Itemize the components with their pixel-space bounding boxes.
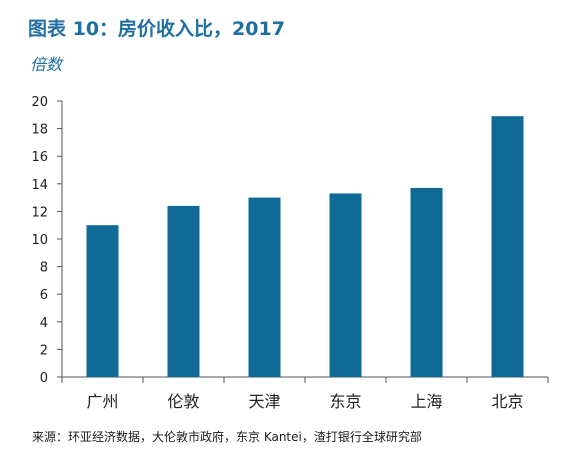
y-axis: 0 2 4 6 8 10 12 14 16 18 20: [31, 95, 63, 386]
y-tick-label: 10: [31, 233, 48, 248]
x-tick-label: 伦敦: [167, 392, 199, 411]
y-tick-label: 20: [31, 95, 48, 110]
y-tick-label: 6: [40, 288, 48, 303]
bar: [329, 193, 362, 377]
y-tick-label: 12: [31, 205, 48, 220]
y-tick-label: 8: [40, 261, 48, 276]
y-tick-label: 2: [40, 343, 48, 358]
y-tick-label: 0: [40, 371, 48, 386]
bar: [410, 187, 443, 377]
x-axis: 广州 伦敦 天津 东京 上海 北京: [61, 376, 549, 411]
chart-subtitle: 倍数: [30, 55, 63, 74]
y-tick-label: 16: [31, 150, 48, 165]
bar: [248, 197, 281, 377]
x-tick-label: 上海: [410, 392, 442, 411]
y-tick-label: 4: [40, 316, 48, 331]
x-tick-label: 北京: [491, 392, 523, 411]
x-tick-label: 广州: [86, 392, 118, 411]
bar: [86, 225, 119, 377]
chart-title: 图表 10：房价收入比，2017: [28, 18, 285, 40]
bars: [86, 116, 524, 378]
source-note: 来源：环亚经济数据，大伦敦市政府，东京 Kantei，渣打银行全球研究部: [32, 430, 422, 444]
y-tick-label: 18: [31, 123, 48, 138]
y-tick-label: 14: [31, 178, 48, 193]
x-tick-label: 天津: [248, 392, 280, 411]
x-tick-label: 东京: [329, 392, 361, 411]
bar: [167, 205, 200, 377]
bar: [491, 116, 524, 378]
